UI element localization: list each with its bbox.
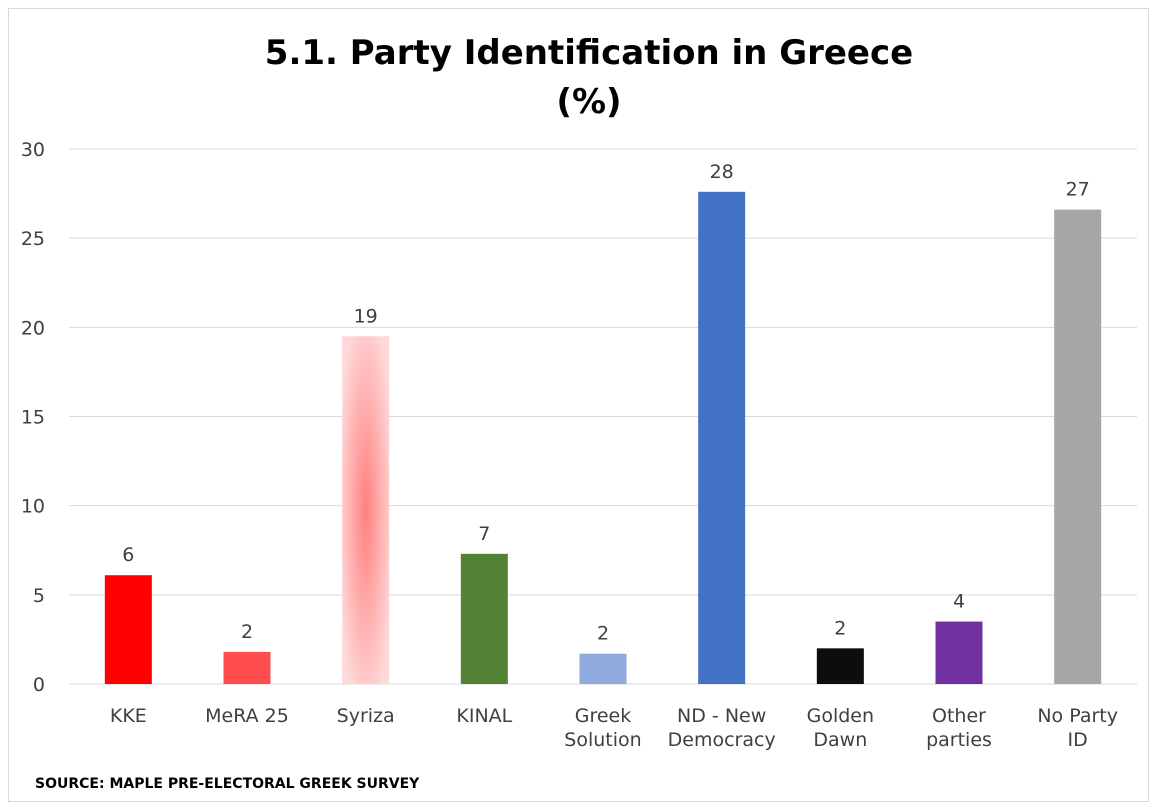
bar [698, 191, 746, 685]
source-note: SOURCE: MAPLE PRE-ELECTORAL GREEK SURVEY [35, 776, 420, 792]
data-label: 27 [1066, 179, 1090, 201]
data-labels: 6 2 19 7 2 28 2 4 27 [122, 161, 1089, 645]
x-tick-label: Other parties [926, 705, 992, 751]
data-label: 2 [834, 617, 846, 639]
x-tick-label: ND - New Democracy [668, 705, 776, 751]
gridlines [69, 148, 1137, 685]
y-tick-label: 0 [33, 674, 45, 696]
chart-subtitle: (%) [556, 82, 621, 122]
y-tick-label: 30 [21, 139, 45, 161]
y-axis-ticks: 0 5 10 15 20 25 30 [21, 139, 45, 696]
bar [579, 653, 627, 684]
x-tick-label: KKE [110, 705, 147, 727]
chart-frame: 5.1. Party Identification in Greece (%) … [8, 8, 1149, 802]
bar [1054, 209, 1102, 684]
bars [104, 191, 1102, 685]
y-tick-label: 25 [21, 228, 45, 250]
x-axis-categories: KKE MeRA 25 Syriza KINAL Greek Solution ND - N… [110, 705, 1118, 751]
bar [816, 648, 864, 684]
bar [223, 651, 271, 684]
data-label: 6 [122, 544, 134, 566]
y-tick-label: 10 [21, 496, 45, 518]
x-tick-label: No Party ID [1037, 705, 1118, 751]
data-label: 19 [354, 305, 378, 327]
data-label: 2 [597, 623, 609, 645]
x-tick-label: MeRA 25 [205, 705, 289, 727]
x-tick-label: Golden Dawn [807, 705, 874, 751]
data-label: 7 [478, 523, 490, 545]
y-tick-label: 5 [33, 585, 45, 607]
bar [460, 553, 508, 684]
bar [342, 336, 390, 684]
x-tick-label: Greek Solution [564, 705, 641, 751]
data-label: 28 [710, 161, 734, 183]
x-tick-label: KINAL [456, 705, 512, 727]
bar [935, 621, 983, 684]
y-tick-label: 15 [21, 407, 45, 429]
chart-title: 5.1. Party Identification in Greece [265, 33, 913, 73]
data-label: 4 [953, 591, 965, 613]
bar-chart: 5.1. Party Identification in Greece (%) … [21, 33, 1137, 792]
x-tick-label: Syriza [337, 705, 395, 727]
data-label: 2 [241, 621, 253, 643]
bar [104, 575, 152, 684]
y-tick-label: 20 [21, 317, 45, 339]
